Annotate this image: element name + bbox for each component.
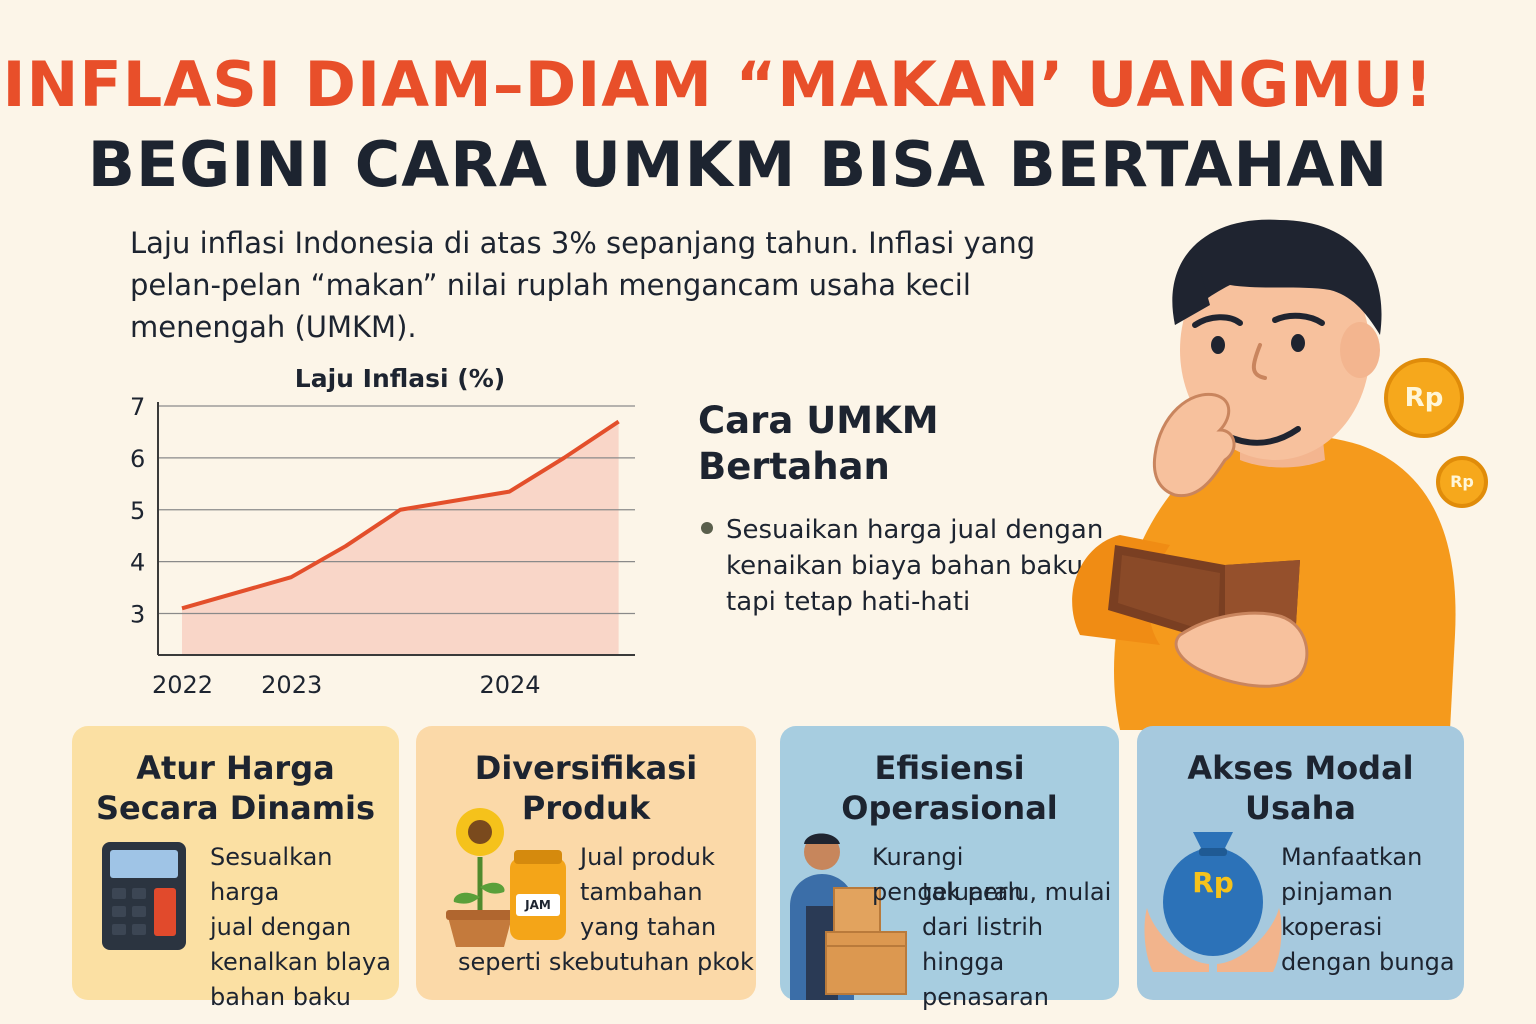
chart-area-fill	[182, 421, 619, 655]
card-title-line2: Secara Dinamis	[95, 789, 376, 827]
card-text-line: dari listrih	[922, 913, 1044, 941]
card-title: Diversifikasi Produk	[416, 748, 756, 828]
inflation-chart: 3 4 5 6 7 2022 2023 2024	[130, 393, 635, 699]
jam-jar-label: JAM	[516, 894, 560, 916]
card-title-line2: Produk	[521, 789, 651, 827]
money-bag-label: Rp	[1192, 866, 1234, 899]
strategy-title-line2: Bertahan	[698, 445, 890, 488]
card-title-line1: Akses Modal	[1187, 749, 1414, 787]
card-text-line: tambahan	[580, 878, 703, 906]
card-title-line1: Atur Harga	[136, 749, 335, 787]
card-atur-harga: Atur Harga Secara Dinamis Sesualkan harg…	[72, 726, 399, 1011]
card-title-line2: Operasional	[841, 789, 1058, 827]
card-text-line: Kurangi pengeluaran	[872, 843, 1024, 906]
chart-x-tick-label: 2024	[479, 671, 540, 699]
card-text: Manfaatkan pinjaman koperasi dengan bung…	[1281, 843, 1455, 976]
chart-y-tick-label: 5	[130, 497, 145, 525]
sunflower-icon	[446, 808, 514, 947]
page-title-line1: INFLASI DIAM–DIAM “MAKAN’ UANGMU!	[2, 48, 1434, 121]
money-bag-hands-icon	[1144, 832, 1282, 972]
chart-x-tick-label: 2023	[261, 671, 322, 699]
calculator-icon	[102, 842, 186, 950]
chart-y-tick-label: 6	[130, 445, 145, 473]
chart-series-line	[181, 419, 620, 611]
card-text-line: tak perlu, mulai	[922, 878, 1112, 906]
card-title-line1: Diversifikasi	[474, 749, 698, 787]
chart-title: Laju Inflasi (%)	[294, 364, 506, 393]
jam-jar-icon: JAM	[510, 850, 566, 940]
chart-y-tick-label: 7	[130, 393, 145, 421]
card-title-line1: Efisiensi	[874, 749, 1025, 787]
card-akses-modal: Akses Modal Usaha Rp Manfaatkan pinjaman…	[1137, 726, 1464, 1000]
worker-with-boxes-icon	[790, 833, 907, 1000]
rupiah-coin-icon: Rp	[1384, 358, 1464, 438]
card-efisiensi: Efisiensi Operasional Kurangi pengeluara…	[780, 726, 1119, 1011]
rupiah-coin-small-icon: Rp	[1436, 456, 1488, 508]
worried-man-illustration	[1072, 219, 1456, 730]
chart-x-tick-label: 2022	[152, 671, 213, 699]
card-title: Akses Modal Usaha	[1137, 748, 1464, 828]
card-text-line: yang tahan	[580, 913, 717, 941]
strategy-title-line1: Cara UMKM	[698, 399, 939, 442]
bullet-dot	[701, 522, 713, 534]
chart-y-tick-label: 3	[130, 601, 145, 629]
strategy-bullet-text: Sesuaikan harga jual dengan kenaikan bia…	[726, 515, 1104, 617]
page-title-line2: BEGINI CARA UMKM BISA BERTAHAN	[87, 128, 1389, 201]
card-text-line: hingga penasaran	[922, 948, 1049, 1011]
chart-y-tick-label: 4	[130, 549, 145, 577]
card-title: Atur Harga Secara Dinamis	[72, 748, 399, 828]
card-text-line: seperti skebutuhan pkok	[458, 948, 754, 976]
card-text: Sesualkan harga jual dengan kenalkan bla…	[210, 843, 391, 1011]
card-diversifikasi: Diversifikasi Produk JAM Jual produk tam…	[416, 726, 756, 1000]
card-title: Efisiensi Operasional	[780, 748, 1119, 828]
intro-paragraph: Laju inflasi Indonesia di atas 3% sepanj…	[130, 226, 1036, 344]
strategy-title: Cara UMKM Bertahan	[698, 398, 1018, 490]
card-title-line2: Usaha	[1245, 789, 1356, 827]
card-text-line: Jual produk	[580, 843, 715, 871]
